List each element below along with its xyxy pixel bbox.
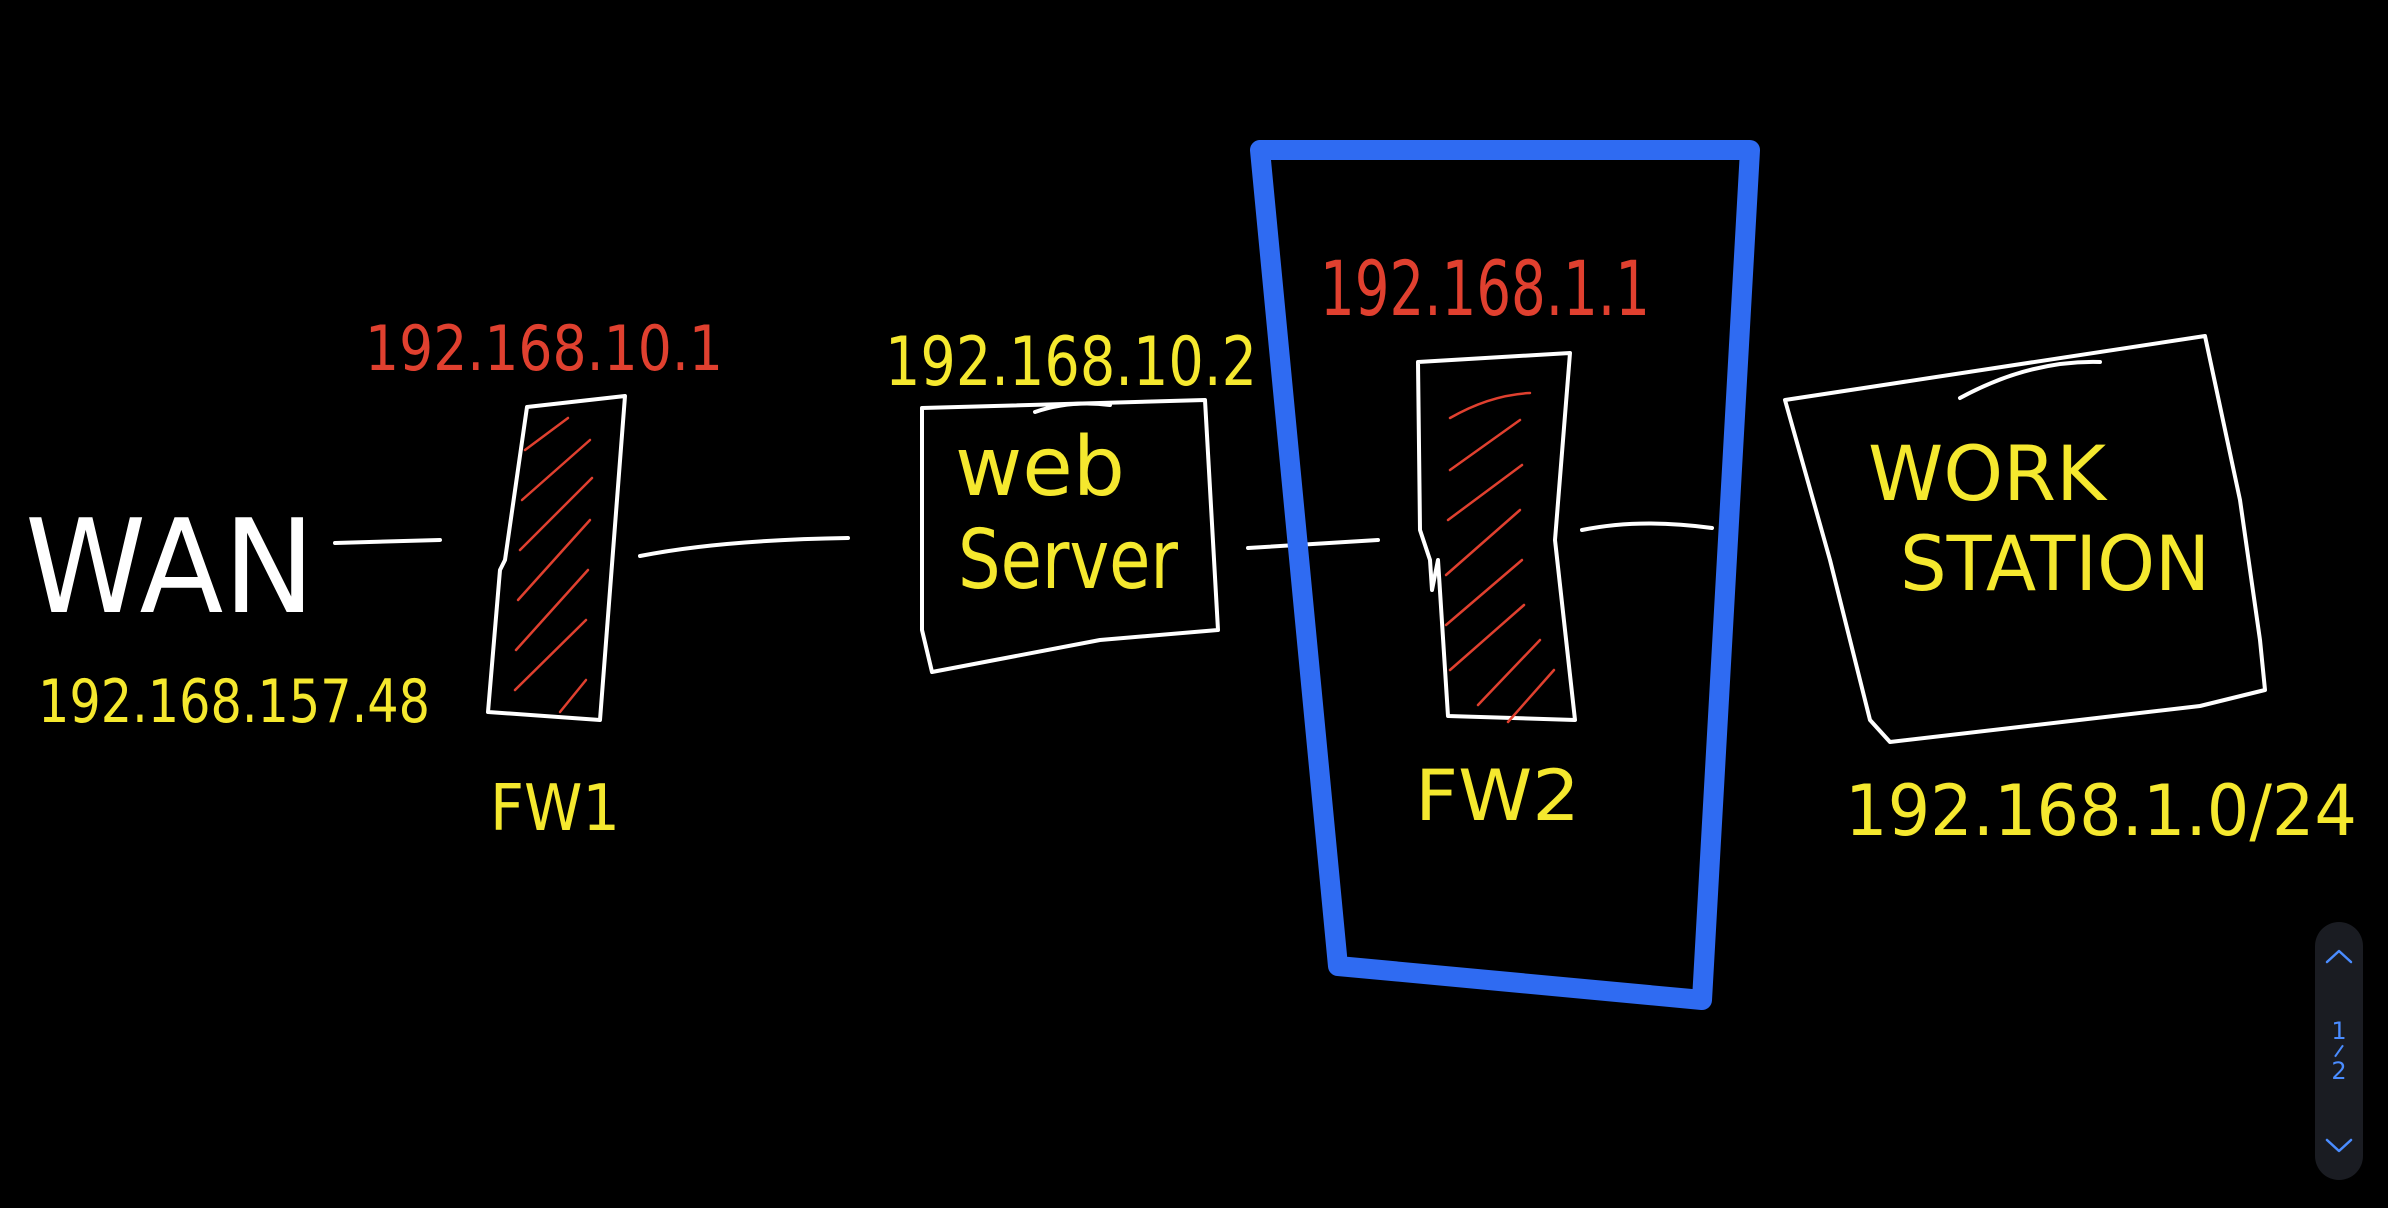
- total-page-count: 2: [2331, 1057, 2347, 1085]
- workstation-label-line2: STATION: [1900, 519, 2210, 608]
- fw2-label: FW2: [1415, 755, 1580, 837]
- workstation-box: [1783, 334, 2267, 744]
- web-server-box: [920, 398, 1220, 674]
- link-fw2-workstation: [1580, 521, 1714, 532]
- next-page-button[interactable]: [2319, 1126, 2359, 1166]
- web-server-ip-label: 192.168.10.2: [885, 323, 1257, 402]
- web-server-label-line1: web: [955, 420, 1125, 515]
- wan-label: WAN: [25, 491, 315, 643]
- chevron-down-icon: [2325, 1138, 2353, 1153]
- link-fw1-webserver: [638, 536, 850, 558]
- web-server-label-line2: Server: [958, 513, 1178, 608]
- page-navigator: 1 2: [2315, 922, 2363, 1180]
- fw1-firewall: [486, 394, 627, 722]
- workstation-label-line1: WORK: [1868, 429, 2108, 518]
- previous-page-button[interactable]: [2319, 936, 2359, 976]
- fw2-ip-label: 192.168.1.1: [1320, 244, 1650, 333]
- fw1-ip-label: 192.168.10.1: [365, 312, 723, 385]
- chevron-up-icon: [2325, 949, 2353, 964]
- current-page-number: 1: [2331, 1017, 2347, 1045]
- fw2-firewall: [1416, 351, 1577, 724]
- fw1-label: FW1: [490, 772, 620, 846]
- page-indicator: 1 2: [2331, 1016, 2346, 1086]
- wan-ip-label: 192.168.157.48: [38, 667, 430, 737]
- link-webserver-fw2: [1246, 538, 1380, 550]
- workstation-subnet-label: 192.168.1.0/24: [1845, 770, 2357, 852]
- link-wan-fw1: [333, 538, 442, 545]
- highlight-frame: [1250, 140, 1760, 1010]
